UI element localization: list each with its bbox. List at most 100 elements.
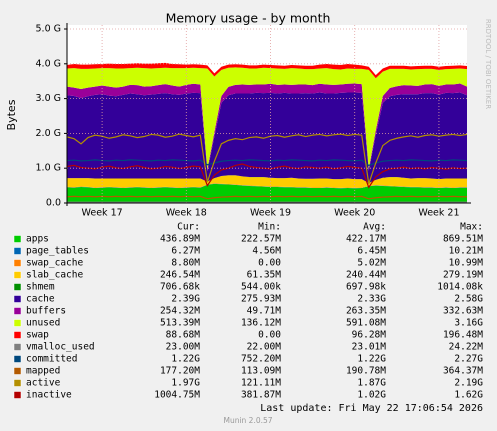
legend-swatch bbox=[13, 235, 22, 243]
stat-value: 544.00k bbox=[241, 282, 281, 293]
stat-value: 222.57M bbox=[241, 234, 281, 245]
legend-label: buffers bbox=[26, 306, 66, 317]
legend-label: swap_cache bbox=[26, 258, 83, 269]
stat-value: 24.22M bbox=[449, 342, 484, 353]
x-tick-label: Week 18 bbox=[166, 208, 207, 219]
stat-value: 752.20M bbox=[241, 354, 281, 365]
stat-value: 177.20M bbox=[160, 366, 200, 377]
legend-swatch bbox=[13, 355, 22, 363]
stat-value: 591.08M bbox=[346, 318, 386, 329]
legend-swatch bbox=[13, 283, 22, 291]
stat-value: 121.11M bbox=[241, 378, 281, 389]
stat-value: 2.27G bbox=[454, 354, 483, 365]
stat-value: 0.00 bbox=[258, 258, 281, 269]
plot-layer bbox=[66, 62, 468, 203]
stat-value: 279.19M bbox=[443, 270, 483, 281]
stat-value: 2.19G bbox=[454, 378, 483, 389]
y-tick-label: 0.0 bbox=[46, 198, 61, 209]
stat-value: 706.68k bbox=[160, 282, 200, 293]
stat-value: 5.02M bbox=[357, 258, 386, 269]
stat-header: Avg: bbox=[363, 222, 386, 233]
legend-label: committed bbox=[26, 354, 77, 365]
legend-swatch bbox=[13, 295, 22, 303]
line-active bbox=[66, 133, 468, 185]
x-tick-label: Week 21 bbox=[418, 208, 459, 219]
stat-value: 275.93M bbox=[241, 294, 281, 305]
legend-label: swap bbox=[26, 330, 49, 341]
line-committed bbox=[66, 159, 468, 167]
y-tick-label: 1.0 G bbox=[36, 163, 62, 174]
stat-value: 6.27M bbox=[171, 246, 200, 257]
stat-value: 1014.08k bbox=[437, 282, 483, 293]
stat-header: Min: bbox=[258, 222, 281, 233]
area-buffers bbox=[67, 83, 467, 172]
legend-swatch bbox=[13, 271, 22, 279]
stat-value: 697.98k bbox=[346, 282, 386, 293]
stat-value: 422.17M bbox=[346, 234, 386, 245]
y-tick-label: 4.0 G bbox=[36, 58, 62, 69]
stat-value: 0.00 bbox=[258, 330, 281, 341]
legend-swatch bbox=[13, 391, 22, 399]
legend-label: shmem bbox=[26, 282, 55, 293]
area-swap bbox=[67, 62, 467, 79]
stat-value: 196.48M bbox=[443, 330, 483, 341]
stat-value: 513.39M bbox=[160, 318, 200, 329]
stat-value: 1.22G bbox=[357, 354, 386, 365]
legend-label: inactive bbox=[26, 390, 72, 401]
side-text: RRDTOOL / TOBI OETIKER bbox=[484, 19, 492, 109]
legend-swatch bbox=[13, 379, 22, 387]
legend-label: cache bbox=[26, 294, 55, 305]
x-tick-label: Week 19 bbox=[250, 208, 291, 219]
stat-header: Max: bbox=[460, 222, 483, 233]
stat-value: 1.62G bbox=[454, 390, 483, 401]
stat-value: 1.97G bbox=[171, 378, 200, 389]
stat-value: 240.44M bbox=[346, 270, 386, 281]
footer: Munin 2.0.57 bbox=[223, 416, 272, 425]
legend-label: active bbox=[26, 378, 61, 389]
stat-value: 49.71M bbox=[247, 306, 282, 317]
legend-swatch bbox=[13, 247, 22, 255]
area-slab_cache bbox=[67, 175, 467, 188]
y-axis-label: Bytes bbox=[5, 99, 18, 130]
x-tick-label: Week 17 bbox=[82, 208, 123, 219]
line-mapped bbox=[66, 195, 467, 200]
legend-swatch bbox=[13, 331, 22, 339]
stat-value: 3.16G bbox=[454, 318, 483, 329]
stat-value: 263.35M bbox=[346, 306, 386, 317]
stat-value: 2.58G bbox=[454, 294, 483, 305]
stat-value: 1.22G bbox=[171, 354, 200, 365]
legend-label: vmalloc_used bbox=[26, 342, 95, 353]
stat-value: 10.99M bbox=[449, 258, 484, 269]
stat-value: 190.78M bbox=[346, 366, 386, 377]
line-inactive bbox=[66, 163, 468, 189]
stat-value: 136.12M bbox=[241, 318, 281, 329]
x-tick-label: Week 20 bbox=[334, 208, 375, 219]
legend-label: page_tables bbox=[26, 246, 89, 257]
area-page_tables bbox=[67, 183, 467, 189]
stat-value: 2.39G bbox=[171, 294, 200, 305]
y-tick-label: 2.0 G bbox=[36, 128, 62, 139]
legend-swatch bbox=[13, 343, 22, 351]
stat-value: 22.00M bbox=[247, 342, 282, 353]
stat-value: 23.01M bbox=[352, 342, 387, 353]
legend-label: mapped bbox=[26, 366, 60, 377]
legend-swatch bbox=[13, 259, 22, 267]
stat-value: 1004.75M bbox=[154, 390, 200, 401]
stat-value: 332.63M bbox=[443, 306, 483, 317]
stat-value: 381.87M bbox=[241, 390, 281, 401]
stat-header: Cur: bbox=[177, 222, 200, 233]
area-unused bbox=[67, 67, 467, 170]
legend-swatch bbox=[13, 367, 22, 375]
legend-label: unused bbox=[26, 318, 60, 329]
chart-title: Memory usage - by month bbox=[166, 11, 331, 26]
stat-value: 1.02G bbox=[357, 390, 386, 401]
stat-value: 246.54M bbox=[160, 270, 200, 281]
stat-value: 2.33G bbox=[357, 294, 386, 305]
area-swap_cache bbox=[67, 183, 467, 189]
stat-value: 23.00M bbox=[166, 342, 201, 353]
legend-label: slab_cache bbox=[26, 270, 83, 281]
stat-value: 6.45M bbox=[357, 246, 386, 257]
stat-value: 88.68M bbox=[166, 330, 201, 341]
stat-value: 364.37M bbox=[443, 366, 483, 377]
